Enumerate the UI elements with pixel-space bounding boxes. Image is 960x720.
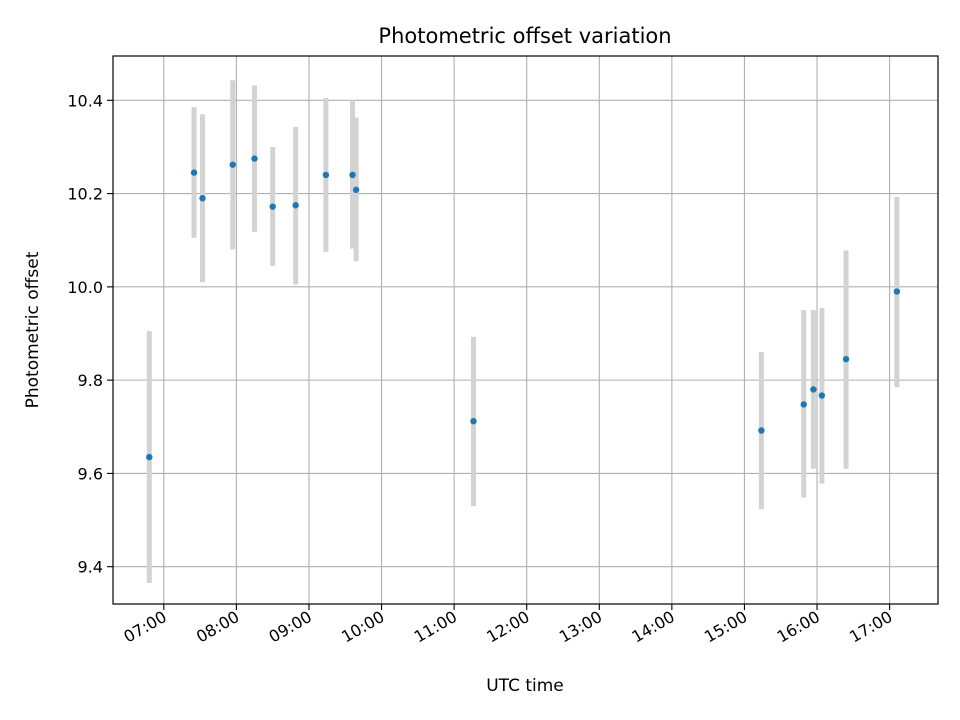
data-point: [810, 386, 817, 393]
data-point: [352, 186, 360, 194]
data-point: [229, 161, 236, 168]
chart-title: Photometric offset variation: [378, 24, 671, 48]
data-point: [893, 288, 901, 295]
y-axis-label: Photometric offset: [23, 251, 43, 408]
plot-area: [113, 56, 938, 604]
data-point: [842, 355, 850, 363]
grid-lines: [113, 56, 938, 604]
y-tick-label: 10.0: [67, 278, 103, 297]
y-tick-label: 10.4: [67, 91, 103, 110]
y-tick-label: 10.2: [67, 185, 103, 204]
data-point: [818, 392, 826, 399]
y-tick-label: 9.6: [78, 464, 103, 483]
data-point: [349, 171, 356, 179]
x-axis-label: UTC time: [486, 676, 564, 696]
y-tick-label: 9.4: [78, 558, 103, 577]
data-points: [146, 155, 901, 461]
y-tick-label: 9.8: [78, 371, 103, 390]
data-point: [800, 401, 807, 408]
data-point: [758, 427, 765, 434]
data-point: [269, 203, 276, 210]
data-point: [470, 417, 477, 425]
data-point: [292, 202, 299, 209]
data-point: [190, 169, 198, 176]
data-point: [146, 453, 153, 461]
data-point: [199, 195, 206, 202]
data-point: [251, 155, 258, 162]
y-axis-ticks: 9.4 9.6 9.8 10.0 10.2 10.4: [67, 91, 113, 577]
data-point: [322, 171, 330, 179]
plot-frame: [112, 55, 939, 605]
